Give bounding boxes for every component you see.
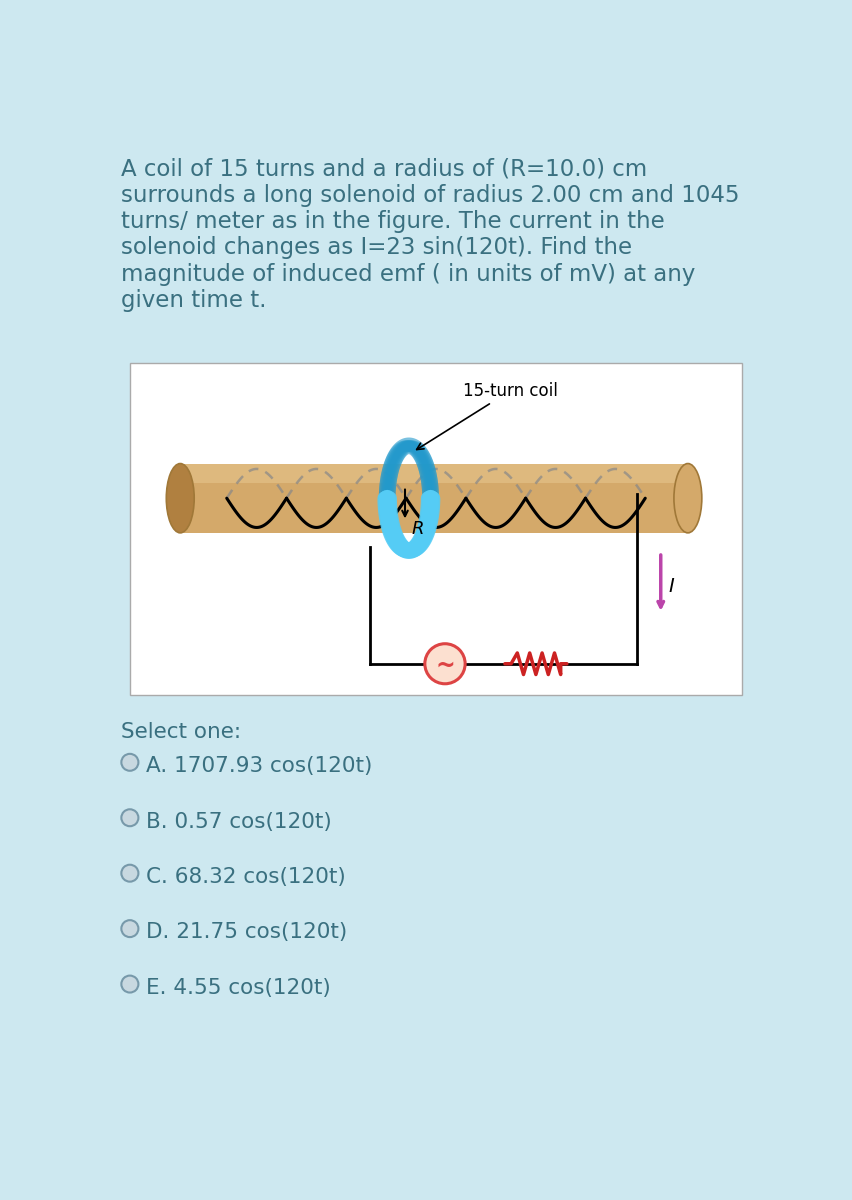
Text: B. 0.57 cos(120t): B. 0.57 cos(120t): [146, 811, 331, 832]
Ellipse shape: [673, 463, 701, 533]
Text: 15-turn coil: 15-turn coil: [416, 382, 557, 450]
Text: C. 68.32 cos(120t): C. 68.32 cos(120t): [146, 868, 346, 887]
Text: solenoid changes as I=23 sin(120t). Find the: solenoid changes as I=23 sin(120t). Find…: [120, 236, 631, 259]
Text: given time t.: given time t.: [120, 289, 266, 312]
Text: I: I: [668, 577, 673, 596]
Circle shape: [121, 976, 138, 992]
Circle shape: [121, 809, 138, 827]
Text: ~: ~: [435, 653, 454, 677]
Text: E. 4.55 cos(120t): E. 4.55 cos(120t): [146, 978, 331, 998]
Bar: [180, 463, 687, 482]
Circle shape: [121, 754, 138, 770]
Text: A coil of 15 turns and a radius of (R=10.0) cm: A coil of 15 turns and a radius of (R=10…: [120, 158, 646, 181]
Text: turns/ meter as in the figure. The current in the: turns/ meter as in the figure. The curre…: [120, 210, 664, 233]
Text: R: R: [412, 520, 424, 538]
Ellipse shape: [166, 463, 194, 533]
Circle shape: [121, 865, 138, 882]
Text: A. 1707.93 cos(120t): A. 1707.93 cos(120t): [146, 756, 372, 776]
Text: D. 21.75 cos(120t): D. 21.75 cos(120t): [146, 923, 347, 942]
Circle shape: [121, 920, 138, 937]
Bar: [180, 463, 687, 533]
Text: surrounds a long solenoid of radius 2.00 cm and 1045: surrounds a long solenoid of radius 2.00…: [120, 184, 738, 208]
Text: Select one:: Select one:: [120, 721, 240, 742]
Circle shape: [424, 643, 464, 684]
FancyBboxPatch shape: [130, 364, 741, 695]
Text: magnitude of induced emf ( in units of mV) at any: magnitude of induced emf ( in units of m…: [120, 263, 694, 286]
